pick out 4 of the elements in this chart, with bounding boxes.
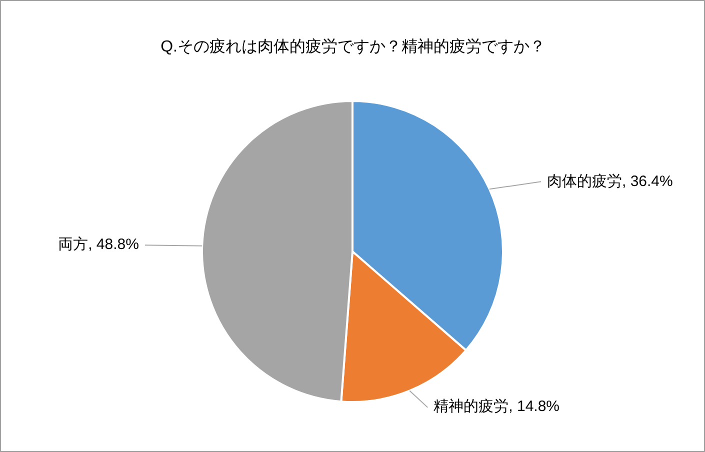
- slice-label: 肉体的疲労, 36.4%: [546, 172, 673, 192]
- chart-title: Q.その疲れは肉体的疲労ですか？精神的疲労ですか？: [160, 37, 546, 56]
- slice-label: 両方, 48.8%: [58, 235, 139, 256]
- slice-label: 精神的疲労, 14.8%: [434, 397, 560, 418]
